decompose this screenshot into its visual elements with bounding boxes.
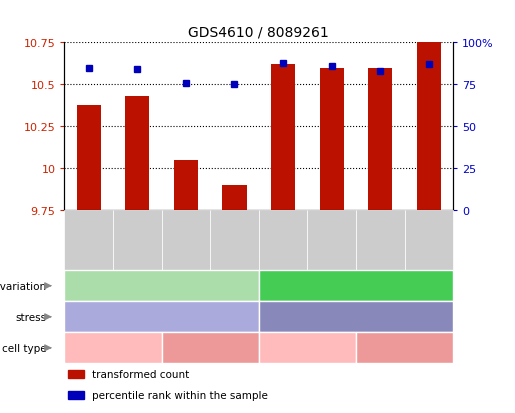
Bar — [271, 65, 295, 211]
Title: GDS4610 / 8089261: GDS4610 / 8089261 — [188, 26, 329, 39]
Text: GSM936412: GSM936412 — [375, 214, 385, 273]
Text: non-memory: non-memory — [369, 343, 440, 353]
Text: GSM936413: GSM936413 — [327, 214, 337, 272]
Bar — [125, 97, 149, 211]
Text: GSM936414: GSM936414 — [424, 214, 434, 272]
Bar — [68, 391, 84, 399]
Text: non-memory: non-memory — [175, 343, 246, 353]
Text: UV: UV — [153, 312, 169, 322]
Bar — [77, 105, 101, 211]
Bar — [68, 370, 84, 378]
Text: transformed count: transformed count — [92, 369, 189, 379]
Text: GSM936411: GSM936411 — [278, 214, 288, 272]
Bar — [368, 69, 392, 211]
Bar — [174, 160, 198, 211]
Text: memory: memory — [90, 343, 136, 353]
Text: MD10/TetOx2: MD10/TetOx2 — [319, 281, 393, 291]
Text: cell type: cell type — [2, 343, 46, 353]
Bar — [319, 69, 344, 211]
Text: MD12/p53R2-RE: MD12/p53R2-RE — [116, 281, 207, 291]
Text: GSM936407: GSM936407 — [83, 214, 94, 273]
Text: doxycycline: doxycycline — [323, 312, 389, 322]
Bar — [417, 43, 441, 211]
Bar — [222, 185, 247, 211]
Text: percentile rank within the sample: percentile rank within the sample — [92, 390, 267, 400]
Text: memory: memory — [284, 343, 331, 353]
Text: GSM936408: GSM936408 — [181, 214, 191, 272]
Text: GSM936410: GSM936410 — [230, 214, 239, 272]
Text: stress: stress — [15, 312, 46, 322]
Text: GSM936409: GSM936409 — [132, 214, 142, 272]
Text: genotype/variation: genotype/variation — [0, 281, 46, 291]
